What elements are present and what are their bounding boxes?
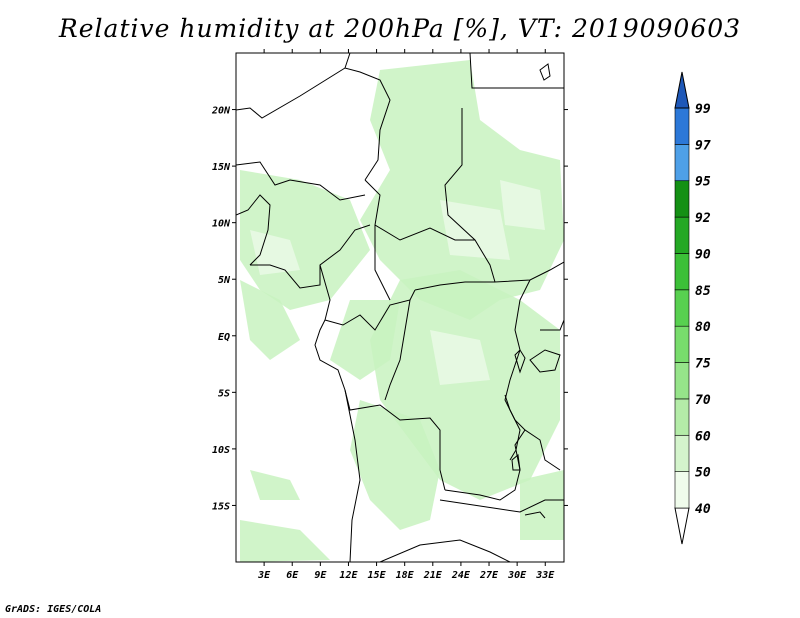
humidity-area (350, 400, 440, 530)
colorbar-segment (674, 180, 690, 218)
grads-credit: GrADS: IGES/COLA (5, 604, 102, 615)
border-line (504, 394, 521, 461)
colorbar-segment (674, 434, 690, 472)
border-line (524, 511, 546, 519)
border-line (250, 224, 371, 289)
lat-tick-label: 15S (212, 501, 230, 512)
colorbar-segment (674, 325, 690, 363)
border-line (314, 319, 446, 491)
border-line (236, 67, 391, 181)
map-frame (235, 52, 565, 563)
humidity-area (360, 60, 564, 320)
colorbar-segment (674, 144, 690, 182)
colorbar-label: 80 (695, 320, 711, 335)
lat-tick-label: 15N (212, 162, 231, 173)
lat-tick-label: 10S (212, 445, 230, 456)
colorbar-label: 90 (695, 247, 711, 262)
colorbar-label: 75 (695, 357, 711, 372)
map-axes: 3E 6E 9E 12E 15E 18E 21E 24E 27E 30E 33E 20N 15N 10N 5… (211, 49, 568, 581)
colorbar-segment (674, 289, 690, 327)
lon-tick-label: 33E (535, 570, 555, 581)
border-line (374, 225, 391, 301)
border-line (236, 161, 366, 201)
lake-outline (514, 349, 526, 374)
border-line (414, 281, 495, 291)
humidity-area (330, 300, 400, 380)
colorbar-segment (674, 253, 690, 291)
humidity-area (240, 520, 330, 562)
border-line (439, 499, 564, 513)
lon-tick-label: 18E (396, 570, 415, 581)
humidity-area-light (430, 330, 490, 385)
colorbar-label: 40 (695, 502, 711, 517)
humidity-area (250, 470, 300, 500)
colorbar-label: 92 (695, 211, 711, 226)
humidity-field (240, 60, 564, 562)
border-line (540, 319, 564, 331)
lon-tick-label: 15E (368, 570, 387, 581)
lake-outline (539, 63, 551, 81)
lon-tick-label: 21E (423, 570, 443, 581)
colorbar-label: 99 (695, 102, 711, 117)
border-line (469, 53, 564, 89)
humidity-area (240, 280, 300, 360)
colorbar-segment (674, 107, 690, 145)
border-line (344, 53, 351, 69)
border-line (236, 194, 271, 266)
border-line (529, 349, 561, 373)
humidity-area-light (500, 180, 545, 230)
border-line (384, 299, 411, 401)
border-line (344, 389, 361, 562)
colorbar-label: 97 (695, 138, 711, 153)
lon-tick-label: 6E (286, 570, 299, 581)
humidity-area-light (250, 230, 300, 275)
colorbar-under-triangle (674, 507, 690, 545)
chart-title: Relative humidity at 200hPa [%], VT: 201… (58, 14, 742, 43)
lat-tick-label: 5N (218, 275, 231, 286)
lon-tick-label: 24E (451, 570, 471, 581)
lat-tick-label: EQ (218, 332, 230, 343)
lon-tick-label: 30E (507, 570, 527, 581)
border-line (379, 539, 511, 562)
colorbar-segment (674, 398, 690, 436)
lat-tick-label: 10N (212, 219, 231, 230)
colorbar-over-triangle (674, 71, 690, 109)
lon-tick-label: 3E (257, 570, 271, 581)
humidity-area (520, 470, 564, 540)
lon-tick-label: 27E (479, 570, 499, 581)
lat-tick-label: 5S (218, 388, 230, 399)
colorbar-label: 50 (695, 466, 711, 481)
lake-outline (511, 454, 521, 471)
colorbar-label: 95 (695, 175, 711, 190)
country-borders (236, 53, 564, 562)
border-line (444, 429, 561, 501)
colorbar-segment (674, 471, 690, 509)
colorbar-segment (674, 216, 690, 254)
humidity-area-light (440, 200, 510, 260)
lon-tick-label: 12E (339, 570, 358, 581)
humidity-area (240, 170, 370, 310)
border-line (364, 179, 475, 241)
colorbar-segment (674, 362, 690, 400)
lon-tick-label: 9E (314, 570, 327, 581)
colorbar: 40 50 60 70 75 80 85 90 92 95 97 99 (674, 71, 711, 545)
border-line (444, 108, 564, 283)
colorbar-label: 70 (695, 393, 711, 408)
border-line (319, 264, 416, 331)
colorbar-label: 85 (695, 284, 711, 299)
lat-tick-label: 20N (211, 106, 231, 117)
colorbar-label: 60 (695, 429, 711, 444)
